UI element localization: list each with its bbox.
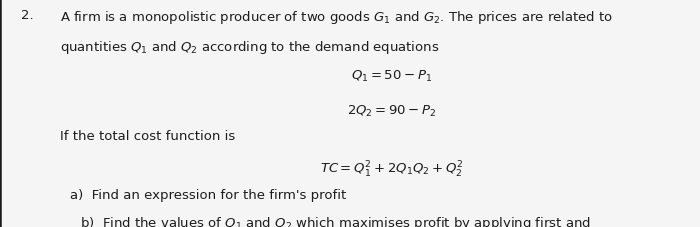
Text: $2Q_2 = 90 - P_2$: $2Q_2 = 90 - P_2$ [347, 103, 437, 118]
Text: a)  Find an expression for the firm's profit: a) Find an expression for the firm's pro… [70, 188, 346, 201]
Text: b)  Find the values of $Q_1$ and $Q_2$ which maximises profit by applying first : b) Find the values of $Q_1$ and $Q_2$ wh… [80, 214, 592, 227]
Text: $Q_1 = 50 - P_1$: $Q_1 = 50 - P_1$ [351, 68, 433, 83]
Text: If the total cost function is: If the total cost function is [60, 130, 234, 143]
Text: quantities $Q_1$ and $Q_2$ according to the demand equations: quantities $Q_1$ and $Q_2$ according to … [60, 39, 439, 56]
Text: A firm is a monopolistic producer of two goods $G_1$ and $G_2$. The prices are r: A firm is a monopolistic producer of two… [60, 9, 612, 26]
Text: $TC = Q_1^2 + 2Q_1Q_2 + Q_2^2$: $TC = Q_1^2 + 2Q_1Q_2 + Q_2^2$ [320, 159, 464, 179]
Text: 2.: 2. [21, 9, 34, 22]
